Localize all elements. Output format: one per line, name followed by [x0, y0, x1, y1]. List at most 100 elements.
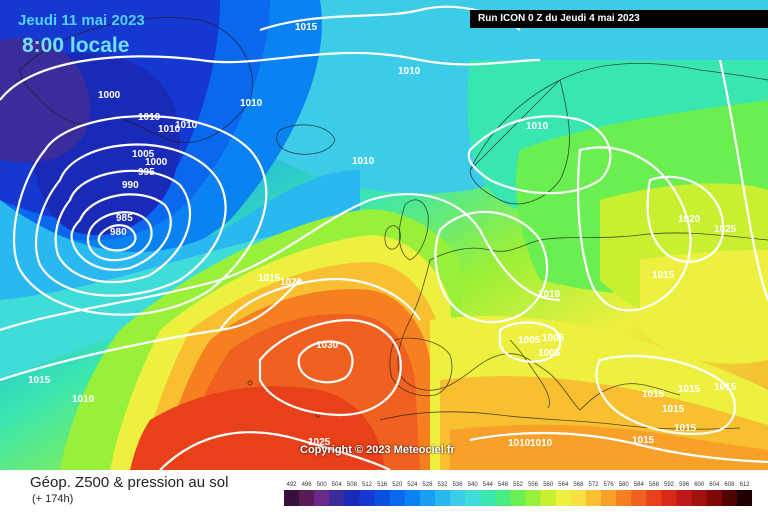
colorbar-swatch	[616, 490, 632, 506]
pressure-label: 1015	[674, 423, 697, 434]
pressure-label: 1010	[508, 438, 531, 449]
isobar-1010-center	[434, 210, 549, 324]
pressure-label: 1005	[518, 335, 541, 346]
coast-scandinavia	[469, 63, 768, 205]
pressure-label: 1010	[158, 124, 181, 135]
isobar-985	[86, 211, 153, 262]
colorbar-swatch	[450, 490, 466, 506]
colorbar-tick-label: 592	[664, 482, 675, 488]
pressure-label: 1010	[352, 156, 375, 167]
colorbar-tick-label: 556	[528, 482, 539, 488]
parameter-title: Géop. Z500 & pression au sol	[30, 474, 229, 491]
colorbar-swatch	[329, 490, 345, 506]
pressure-label: 1020	[678, 214, 701, 225]
pressure-label: 1010	[240, 98, 263, 109]
isobars	[0, 5, 768, 470]
pressure-label: 1030	[316, 340, 339, 351]
isobar-1015-west	[0, 279, 301, 382]
isobar-1010-west	[0, 51, 541, 101]
forecast-time: 8:00 locale	[22, 34, 130, 57]
colorbar-tick-label: 512	[362, 482, 373, 488]
colorbar-swatch	[404, 490, 421, 506]
isobar-980	[97, 224, 137, 252]
colorbar-tick-label: 584	[634, 482, 645, 488]
isobar-1010-south	[0, 193, 561, 332]
pressure-label: 1000	[98, 90, 121, 101]
colorbar-swatch	[646, 490, 662, 506]
forecast-lead-time: (+ 174h)	[32, 493, 74, 505]
coastlines	[19, 17, 768, 430]
colorbar-swatch	[691, 490, 708, 506]
copyright-text: Copyright © 2023 Meteociel.fr	[300, 444, 455, 456]
colorbar-tick-label: 608	[724, 482, 735, 488]
colorbar-tick-label: 612	[739, 482, 750, 488]
colorbar-tick-label: 600	[694, 482, 705, 488]
colorbar-tick-label: 604	[709, 482, 720, 488]
pressure-label: 1015	[714, 382, 737, 393]
pressure-label: 1010	[138, 112, 161, 123]
coast-europe	[397, 232, 768, 411]
coast-africa	[379, 411, 741, 430]
colorbar-tick-label: 576	[604, 482, 615, 488]
forecast-date: Jeudi 11 mai 2023	[18, 12, 145, 29]
colorbar-swatch	[721, 490, 738, 506]
colorbar-swatch	[495, 490, 511, 506]
colorbar-tick-label: 580	[619, 482, 630, 488]
colorbar-swatch	[480, 490, 496, 506]
isobar-1000	[35, 143, 227, 297]
colorbar-swatch	[676, 490, 693, 506]
colorbar-tick-label: 552	[513, 482, 524, 488]
colorbar-tick-label: 516	[377, 482, 388, 488]
pressure-label: 1025	[308, 437, 331, 448]
pressure-label: 1010	[398, 66, 421, 77]
colorbar-swatch	[570, 490, 587, 506]
colorbar-swatch	[736, 490, 752, 506]
colorbar-swatch	[374, 490, 391, 506]
colorbar-swatch	[419, 490, 436, 506]
pressure-label: 1005	[542, 333, 565, 344]
pressure-label: 1015	[662, 404, 685, 415]
colorbar-tick-label: 544	[483, 482, 494, 488]
colorbar-swatch	[389, 490, 406, 506]
colorbar-swatch	[359, 490, 376, 506]
colorbar-swatch	[631, 490, 647, 506]
coast-greenland	[19, 17, 253, 143]
coast-italy	[509, 339, 550, 409]
pressure-label: 1005	[538, 348, 561, 359]
colorbar-tick-label: 500	[317, 482, 328, 488]
isobar-990	[70, 193, 172, 271]
pressure-labels: 1015 1010 1000 1010 1010 1010 1005 1000 …	[28, 22, 737, 449]
colorbar-swatch	[661, 490, 677, 506]
colorbar-tick-label: 524	[407, 482, 418, 488]
colorbar-tick-label: 548	[498, 482, 509, 488]
pressure-label: 1015	[295, 22, 318, 33]
colorbar-tick-label: 564	[558, 482, 569, 488]
colorbar-swatch	[314, 490, 330, 506]
pressure-label: 990	[122, 180, 139, 191]
colorbar-tick-label: 528	[422, 482, 433, 488]
colorbar-swatch	[284, 490, 300, 506]
colorbar-swatches	[284, 490, 752, 506]
colorbar-ticks: 492 496 500 504 508 512 516 520 524 528 532 536 540 5…	[286, 482, 750, 488]
pressure-label: 1010	[538, 289, 561, 300]
colorbar-tick-label: 520	[392, 482, 403, 488]
pressure-label: 985	[116, 213, 133, 224]
isobar-1005	[12, 115, 268, 316]
pressure-label: 1010	[530, 438, 553, 449]
pressure-label: 1010	[175, 120, 198, 131]
colorbar-tick-label: 596	[679, 482, 690, 488]
weather-map: 1015 1010 1000 1010 1010 1010 1005 1000 …	[0, 0, 768, 470]
isobar-1030	[297, 340, 354, 384]
coast-iberia	[389, 337, 453, 397]
colorbar-tick-label: 536	[453, 482, 464, 488]
colorbar-swatch	[510, 490, 527, 506]
colorbar-swatch	[601, 490, 617, 506]
colorbar-tick-label: 572	[588, 482, 599, 488]
isobar-1015-east	[576, 146, 692, 312]
isobar-995	[54, 169, 192, 284]
pressure-label: 1015	[28, 375, 51, 386]
colorbar-tick-label: 496	[302, 482, 313, 488]
colorbar-tick-label: 568	[573, 482, 584, 488]
colorbar-tick-label: 504	[332, 482, 343, 488]
field-deeporange-south	[450, 424, 768, 470]
